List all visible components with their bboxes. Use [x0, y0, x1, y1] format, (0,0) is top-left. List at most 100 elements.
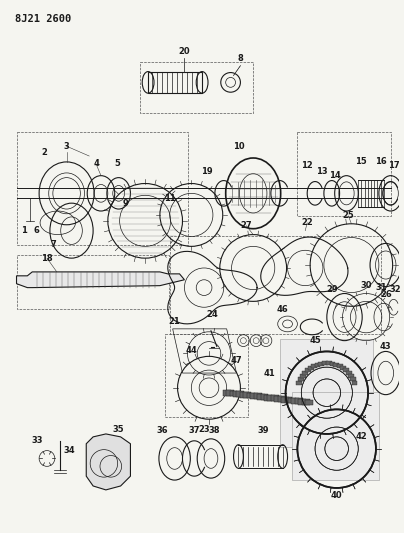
Text: 42: 42 [356, 432, 367, 441]
Bar [170, 236, 381, 334]
Text: 47: 47 [231, 356, 242, 365]
Text: 27: 27 [240, 221, 252, 230]
Text: 13: 13 [316, 167, 328, 176]
Text: 16: 16 [375, 157, 387, 166]
Text: 23: 23 [198, 424, 210, 433]
Bar [148, 71, 202, 93]
Bar [274, 396, 282, 402]
Text: 33: 33 [32, 437, 43, 445]
Bar [292, 392, 379, 480]
Text: 20: 20 [179, 47, 190, 56]
Bar [330, 362, 335, 366]
Text: 34: 34 [64, 446, 76, 455]
Text: 5: 5 [115, 159, 121, 168]
Bar [271, 395, 279, 401]
Polygon shape [17, 272, 185, 288]
Bar [315, 363, 320, 367]
Text: 17: 17 [388, 161, 400, 171]
Bar [250, 393, 258, 399]
Text: 39: 39 [257, 426, 269, 435]
Text: 4: 4 [93, 159, 99, 168]
Text: 44: 44 [185, 346, 197, 355]
Bar [257, 394, 265, 400]
Bar [236, 391, 244, 397]
Bar [17, 133, 188, 245]
Text: 45: 45 [309, 336, 321, 345]
Bar [302, 399, 309, 405]
Text: 12: 12 [301, 161, 313, 171]
Text: 30: 30 [360, 281, 372, 290]
Text: 32: 32 [390, 285, 402, 294]
Bar [281, 397, 289, 402]
Bar [305, 400, 313, 406]
Text: 43: 43 [380, 342, 391, 351]
Bar [350, 377, 356, 381]
Text: 15: 15 [356, 157, 367, 166]
Text: 29: 29 [326, 285, 338, 294]
Bar [278, 397, 286, 402]
Bar [280, 338, 373, 447]
Bar [346, 371, 351, 375]
Bar [300, 374, 305, 378]
Text: 38: 38 [208, 426, 220, 435]
Text: 24: 24 [206, 310, 218, 319]
Text: 14: 14 [329, 171, 341, 180]
Bar [308, 366, 314, 370]
Bar [240, 392, 248, 398]
Text: 2: 2 [41, 148, 47, 157]
Bar [302, 371, 308, 375]
Text: 41: 41 [264, 368, 276, 377]
Text: 46: 46 [277, 305, 288, 314]
Text: 11: 11 [164, 194, 176, 203]
Text: 6: 6 [33, 226, 39, 235]
Bar [297, 133, 391, 216]
Polygon shape [86, 434, 130, 490]
Bar [295, 398, 303, 404]
Text: 3: 3 [64, 142, 69, 151]
Bar [326, 361, 332, 365]
Bar [233, 391, 241, 397]
Bar [288, 398, 296, 403]
Bar [226, 390, 234, 396]
Text: 21: 21 [169, 317, 181, 326]
Bar [333, 363, 339, 367]
Bar [247, 393, 255, 399]
Bar [264, 394, 272, 400]
Text: 7: 7 [51, 240, 57, 249]
Text: 9: 9 [123, 199, 128, 208]
Bar [284, 397, 292, 403]
Bar [340, 366, 346, 370]
Bar [299, 399, 306, 405]
Text: 18: 18 [41, 254, 53, 263]
Bar [348, 374, 354, 378]
Bar [318, 362, 324, 366]
Bar [298, 377, 304, 381]
Bar [223, 390, 231, 395]
Bar [261, 394, 268, 400]
Text: 10: 10 [233, 142, 244, 151]
Bar [229, 391, 238, 397]
Bar [165, 334, 248, 417]
Text: 26: 26 [380, 290, 391, 299]
Text: 8: 8 [238, 54, 243, 63]
Text: 8J21 2600: 8J21 2600 [15, 14, 71, 25]
Bar [351, 381, 358, 385]
Bar [296, 381, 302, 385]
Bar [343, 368, 349, 372]
Bar [243, 392, 251, 398]
Text: 19: 19 [201, 167, 213, 176]
Text: 22: 22 [301, 219, 313, 227]
Text: 36: 36 [156, 426, 168, 435]
Bar [322, 361, 328, 365]
Text: 25: 25 [343, 212, 354, 221]
Bar [17, 255, 169, 309]
Bar [267, 395, 275, 401]
Text: 35: 35 [113, 424, 124, 433]
Bar [254, 393, 261, 399]
Text: 1: 1 [21, 226, 27, 235]
Text: 40: 40 [331, 491, 343, 500]
Bar [337, 364, 343, 368]
Bar [140, 62, 253, 113]
Bar [311, 364, 317, 368]
Bar [305, 368, 311, 372]
